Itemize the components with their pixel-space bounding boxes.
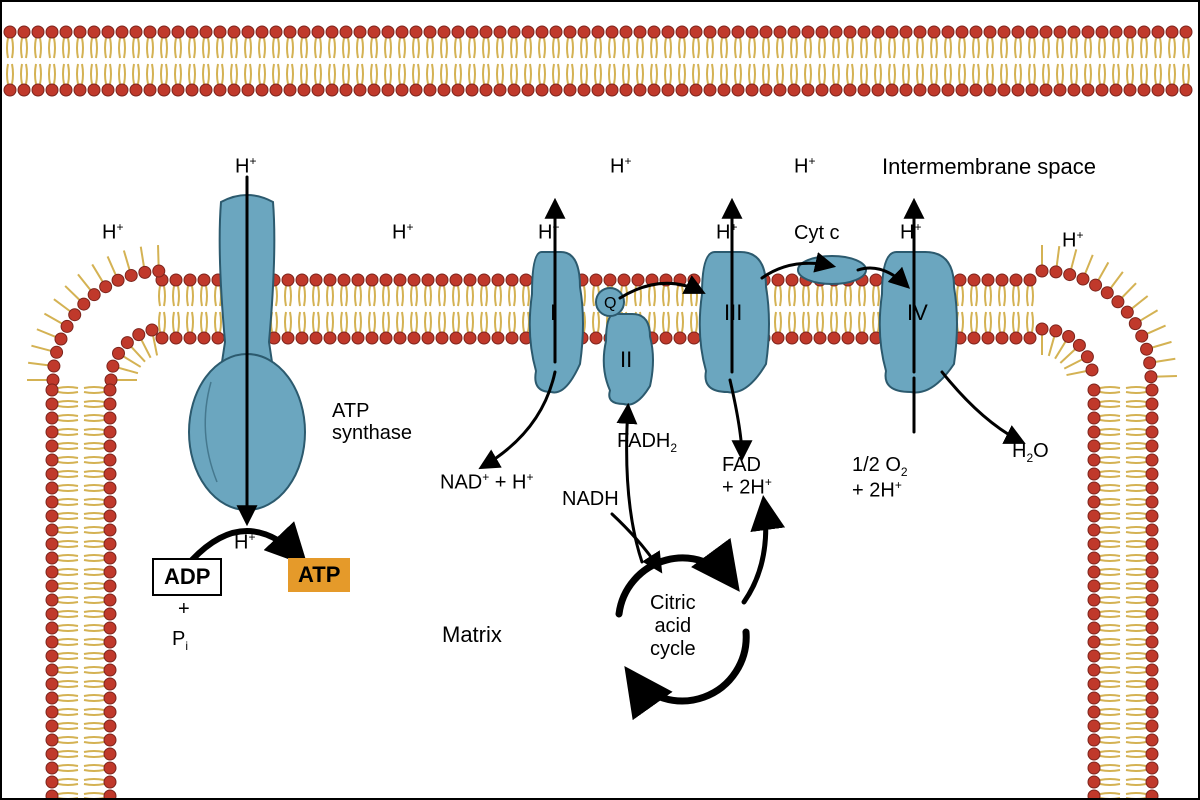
intermembrane-label: Intermembrane space xyxy=(882,154,1096,180)
fad-2h-label: FAD+ 2H+ xyxy=(722,454,772,499)
h-plus-2: H+ xyxy=(235,154,256,179)
atp-box: ATP xyxy=(288,558,350,592)
h-plus-9: H+ xyxy=(1062,228,1083,253)
h-plus-5: H+ xyxy=(610,154,631,179)
h-plus-3: H+ xyxy=(392,220,413,245)
h-plus-7: H+ xyxy=(794,154,815,179)
h2o-label: H2O xyxy=(1012,440,1049,465)
cytc-label: Cyt c xyxy=(794,222,840,245)
h-plus-6: H+ xyxy=(716,220,737,245)
h-plus-8: H+ xyxy=(900,220,921,245)
svg-text:IV: IV xyxy=(907,300,928,325)
pi-label: Pi xyxy=(172,628,188,653)
h-plus-4: H+ xyxy=(538,220,559,245)
adp-box: ADP xyxy=(152,558,222,596)
atp-synthase-label: ATPsynthase xyxy=(332,400,412,444)
half-o2-label: 1/2 O2+ 2H+ xyxy=(852,454,908,502)
svg-text:II: II xyxy=(620,347,632,372)
h-plus-matrix: H+ xyxy=(234,530,255,555)
nadh-label: NADH xyxy=(562,488,619,511)
etc-diagram: IIIQIIIIV Intermembrane space Matrix ATP… xyxy=(0,0,1200,800)
diagram-svg: IIIQIIIIV xyxy=(2,2,1198,798)
matrix-label: Matrix xyxy=(442,622,502,648)
adp-plus: + xyxy=(178,598,190,621)
fadh2-label: FADH2 xyxy=(617,430,677,455)
h-plus-1: H+ xyxy=(102,220,123,245)
svg-text:Q: Q xyxy=(604,295,616,312)
citric-cycle-label: Citricacidcycle xyxy=(650,592,696,661)
nad-plus-label: NAD+ + H+ xyxy=(440,470,534,495)
